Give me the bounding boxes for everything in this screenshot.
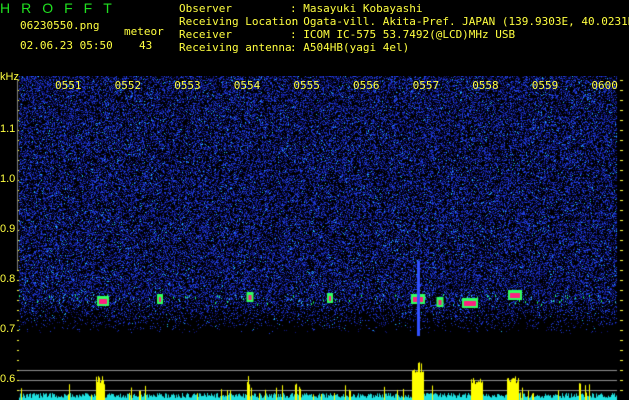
time-label: 0600 xyxy=(591,79,618,92)
time-label: 0557 xyxy=(412,79,440,92)
time-label: 0555 xyxy=(293,79,320,92)
spectrogram xyxy=(0,76,629,400)
info-value: : Ogata-vill. Akita-Pref. JAPAN (139.930… xyxy=(290,15,629,28)
y-tick-label: 0.6 xyxy=(0,373,16,385)
y-unit-label: kHz xyxy=(0,71,19,83)
time-label: 0554 xyxy=(233,79,261,92)
time-label: 0556 xyxy=(353,79,380,92)
datetime: 02.06.23 05:50 xyxy=(20,39,113,52)
meteor-label: meteor xyxy=(124,25,164,38)
y-tick-label: 1.0 xyxy=(0,173,16,185)
info-value: : A504HB(yagi 4el) xyxy=(290,41,410,54)
y-tick-label: 0.7 xyxy=(0,323,16,335)
y-tick-label: 1.1 xyxy=(0,123,16,135)
time-label: 0553 xyxy=(174,79,201,92)
info-label: Receiving antenna xyxy=(179,41,292,54)
time-label: 0551 xyxy=(55,79,82,92)
y-tick-label: 0.8 xyxy=(0,273,16,285)
time-label: 0552 xyxy=(114,79,142,92)
meteor-count: 43 xyxy=(139,39,153,52)
info-label: Receiving Location xyxy=(179,15,299,28)
time-label: 0558 xyxy=(472,79,499,92)
info-value: : ICOM IC-575 53.7492(@LCD)MHz USB xyxy=(290,28,516,41)
app-title: HROFFT xyxy=(0,0,123,16)
info-value: : Masayuki Kobayashi xyxy=(290,2,423,15)
info-label: Observer xyxy=(179,2,232,15)
info-label: Receiver xyxy=(179,28,232,41)
time-label: 0559 xyxy=(531,79,559,92)
y-tick-label: 0.9 xyxy=(0,223,16,235)
filename: 06230550.png xyxy=(20,19,100,32)
